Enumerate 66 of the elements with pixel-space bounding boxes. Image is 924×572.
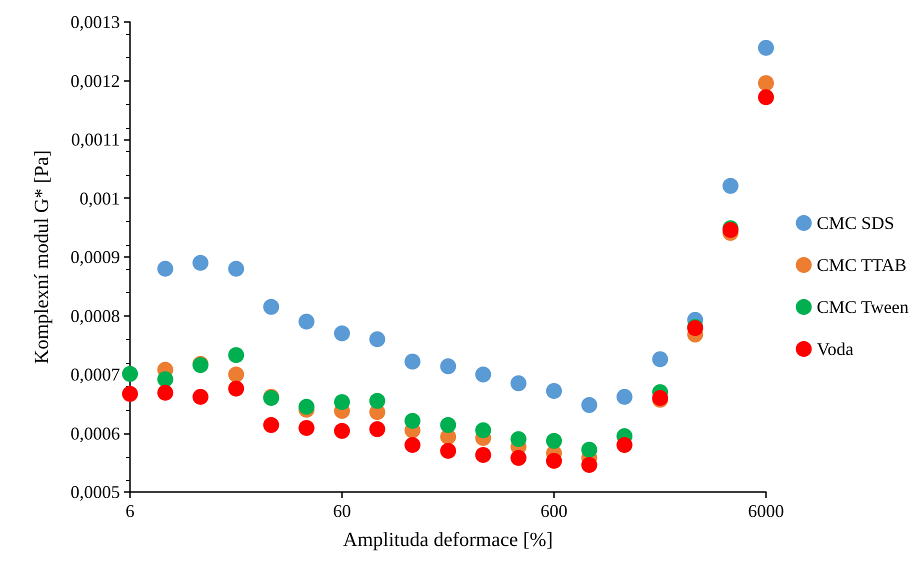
point [122,366,138,382]
x-tick-label: 6 [126,501,134,521]
x-tick-label: 6000 [748,501,784,521]
point [758,89,774,106]
point [404,354,420,370]
x-tick-label: 600 [540,501,568,521]
point [369,392,386,409]
legend-label: CMC SDS [816,213,894,233]
point [228,347,244,364]
legend-label: CMC TTAB [816,255,907,275]
legend-label: CMC Tween [816,297,909,317]
x-axis-title: Amplituda deformace [%] [343,529,553,551]
point [616,388,632,405]
point [758,75,774,92]
y-tick-label: 0,0009 [70,247,120,267]
point [298,420,314,436]
y-tick-label: 0,0013 [70,12,120,32]
y-tick-label: 0,0005 [70,482,120,502]
point [369,331,386,348]
point [546,452,562,469]
point [122,386,138,402]
point [581,456,598,473]
point [475,422,492,438]
point [546,382,562,399]
point [510,431,526,448]
point [157,384,174,401]
point [510,375,526,392]
y-tick-label: 0,0012 [70,70,120,91]
point [404,412,420,429]
point [510,450,526,466]
point [298,314,314,330]
point [157,371,174,388]
point [263,417,280,434]
point [581,442,598,458]
point [228,380,244,397]
point [581,397,598,414]
point [192,388,208,405]
y-axis-title: Komplexní modul G* [Pa] [31,150,53,364]
point [546,432,562,449]
point [228,260,244,277]
y-tick-label: 0,0006 [70,423,120,444]
point [334,394,350,410]
point [404,437,420,453]
point [228,366,244,382]
point [263,298,280,315]
legend-label: Voda [816,339,854,359]
point [652,351,668,368]
y-tick-label: 0,0011 [71,130,120,150]
point [298,398,314,415]
point [440,417,456,434]
point [334,422,350,439]
y-tick-label: 0,0007 [70,364,120,384]
point [192,254,208,271]
point [475,366,492,382]
point [758,40,774,56]
x-tick-label: 60 [333,501,351,521]
point [369,421,386,438]
point [334,325,350,342]
y-tick-label: 0,001 [80,188,120,208]
point [157,260,174,277]
y-tick-label: 0,0008 [70,306,120,326]
point [616,437,632,453]
point [475,446,492,463]
point [722,178,738,194]
point [440,442,456,459]
point [440,358,456,374]
